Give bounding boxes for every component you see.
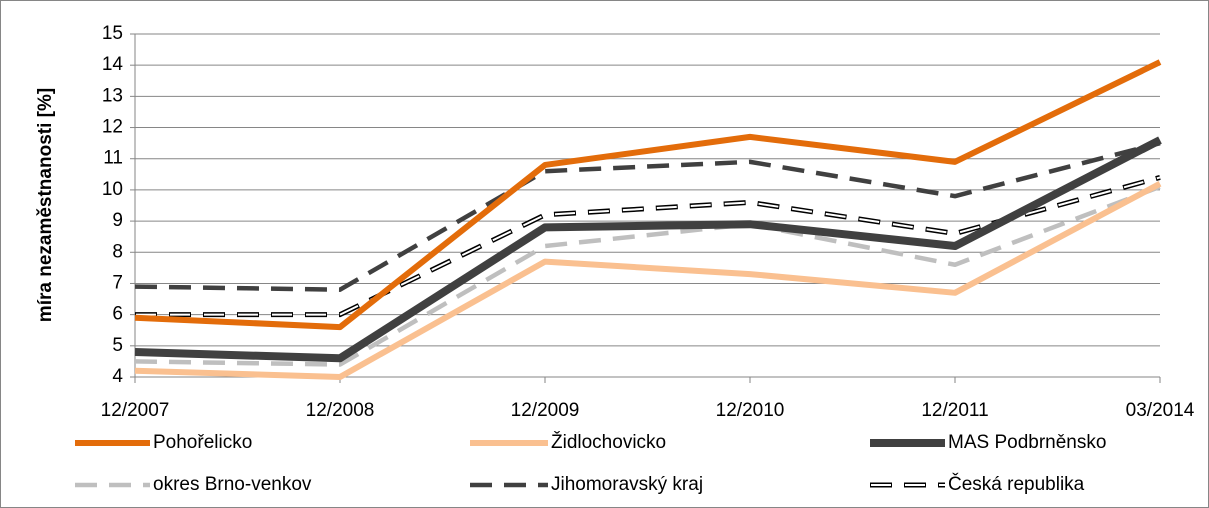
x-tick-label: 12/2008 [306, 400, 375, 421]
y-tick-label: 5 [112, 335, 123, 356]
y-tick-label: 6 [112, 304, 123, 325]
y-tick-label: 13 [102, 85, 123, 106]
legend-label: okres Brno-venkov [153, 474, 312, 495]
series-line [135, 175, 1161, 318]
y-tick-label: 14 [102, 54, 124, 75]
y-tick-label: 9 [112, 210, 123, 231]
y-tick-label: 11 [103, 148, 123, 169]
x-tick-label: 12/2011 [921, 400, 988, 421]
x-tick-label: 12/2010 [716, 400, 785, 421]
series-line [134, 181, 1162, 380]
series-line [134, 59, 1162, 331]
y-tick-label: 10 [102, 179, 123, 200]
y-tick-label: 7 [112, 272, 123, 293]
legend-label: MAS Podbrněnsko [948, 432, 1106, 453]
series-line [134, 140, 1161, 292]
x-tick-label: 12/2007 [101, 400, 170, 421]
legend-label: Židlochovicko [551, 431, 666, 453]
x-tick-label: 03/2014 [1126, 400, 1195, 421]
series-line [134, 136, 1162, 363]
legend-label: Jihomoravský kraj [551, 474, 703, 495]
y-axis-label: míra nezaměstnanosti [%] [35, 88, 56, 322]
y-tick-label: 15 [102, 23, 123, 44]
series-line [134, 184, 1161, 367]
legend-label: Česká republika [948, 473, 1085, 495]
y-tick-label: 4 [112, 366, 123, 387]
y-tick-label: 12 [102, 117, 123, 138]
y-tick-label: 8 [112, 241, 123, 262]
legend-label: Pohořelicko [153, 432, 252, 453]
x-tick-label: 12/2009 [511, 400, 580, 421]
